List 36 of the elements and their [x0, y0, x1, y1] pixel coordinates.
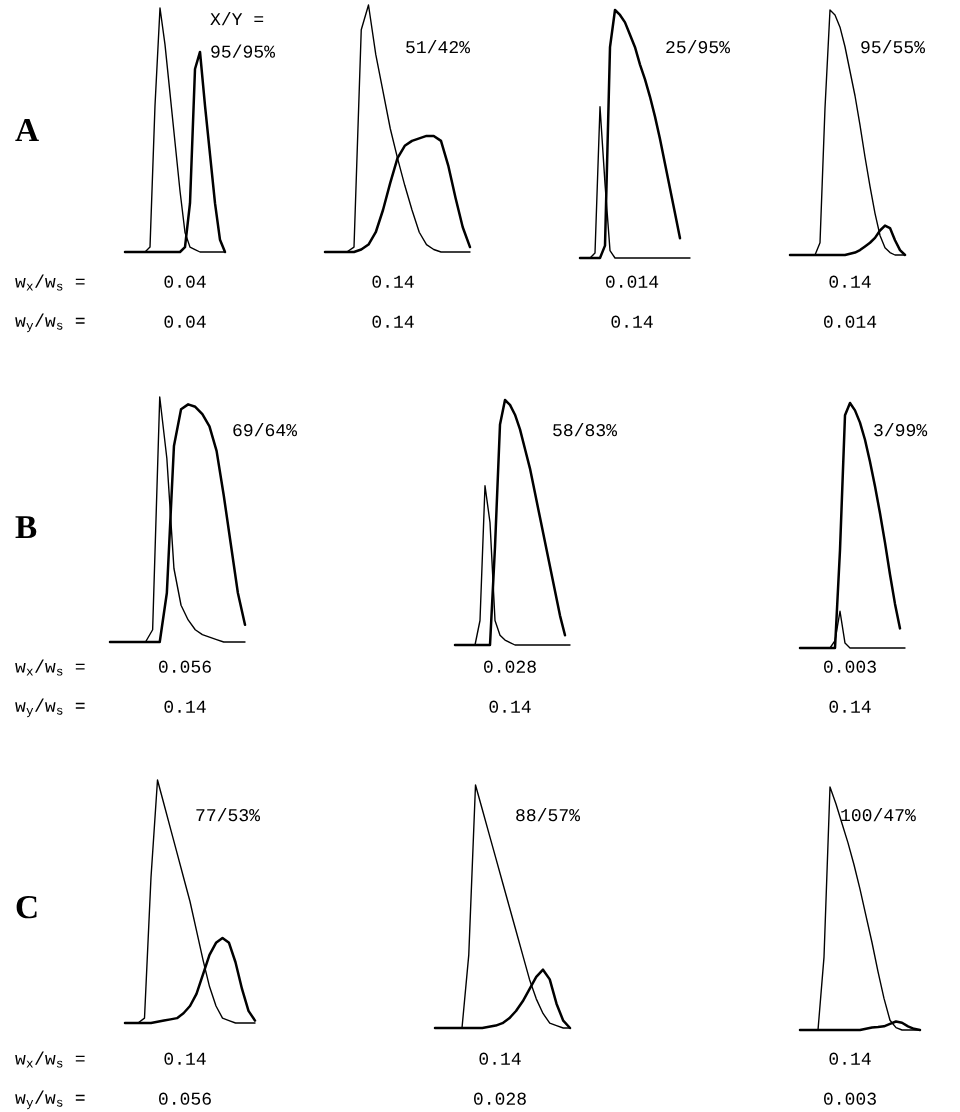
text: 0.056 — [159, 1092, 211, 1105]
text: w$_{x}$/w$_{s}$ = w$_{y}$/w$_{s}$ = — [15, 274, 85, 333]
text: C — [16, 895, 37, 919]
text: 0.14 — [829, 1052, 871, 1065]
text: 0.14 — [164, 1052, 206, 1065]
text: 0.14 — [489, 700, 531, 713]
text: 0.056 — [159, 660, 211, 673]
text: 0.14 — [372, 275, 414, 288]
text: w$_{x}$/w$_{s}$ = w$_{y}$/w$_{s}$ = — [15, 1051, 85, 1110]
text: 0.028 — [484, 660, 536, 673]
text: A — [15, 119, 39, 142]
text: 0.04 — [164, 315, 206, 328]
text: 0.003 — [824, 1092, 876, 1105]
annotation: 25/95% — [666, 40, 731, 54]
annotation: 77/53% — [196, 808, 261, 822]
annotation: 88/57% — [516, 808, 581, 822]
annotation: 58/83% — [553, 423, 618, 437]
annotation: 51/42% — [406, 40, 471, 54]
text: 0.14 — [829, 275, 871, 288]
text: 0.003 — [824, 660, 876, 673]
annotation: 3/99% — [874, 423, 928, 437]
annotation: 95/55% — [861, 40, 926, 54]
text: w$_{x}$/w$_{s}$ = w$_{y}$/w$_{s}$ = — [15, 659, 85, 718]
text: 0.014 — [824, 315, 877, 328]
text: B — [15, 516, 37, 539]
text: 0.14 — [372, 315, 414, 328]
text: 0.028 — [474, 1092, 526, 1105]
annotation: 100/47% — [841, 808, 916, 822]
text: 0.14 — [829, 700, 871, 713]
text: 0.14 — [479, 1052, 521, 1065]
annotation: 69/64% — [233, 423, 298, 437]
annotation: X/Y = 95/95% — [210, 12, 276, 58]
text: 0.14 — [611, 315, 653, 328]
text: 0.04 — [164, 275, 206, 288]
text: 0.14 — [164, 700, 206, 713]
text: 0.014 — [606, 275, 659, 288]
